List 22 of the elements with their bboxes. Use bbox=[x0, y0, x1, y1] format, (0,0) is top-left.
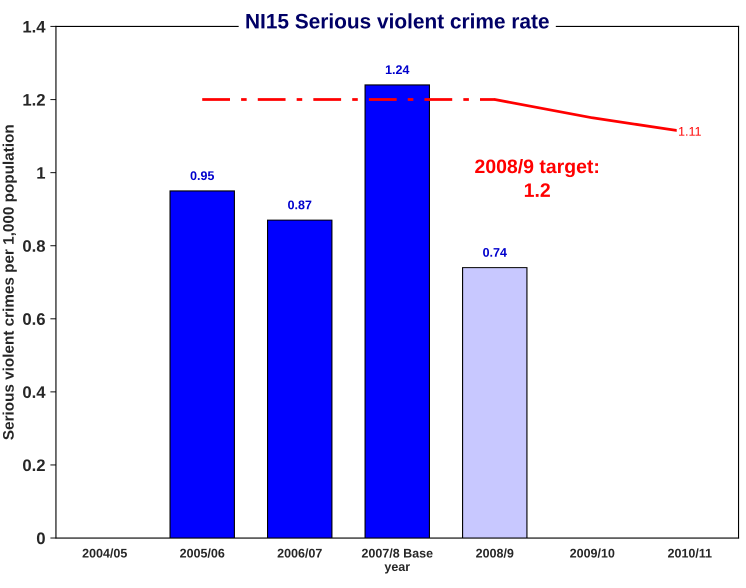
annotation: 2008/9 target: 1.2 bbox=[475, 158, 598, 197]
y-tick-label: 0.8 bbox=[23, 240, 46, 252]
x-tick-label: 2009/10 bbox=[570, 548, 614, 558]
y-tick-label: 0.2 bbox=[23, 459, 45, 472]
y-tick-label: 0.6 bbox=[23, 313, 45, 325]
x-tick-label: 2010/11 bbox=[668, 548, 712, 558]
data-label: 0.87 bbox=[288, 200, 312, 210]
y-axis-title: Serious violent crimes per 1,000 population bbox=[2, 125, 17, 440]
y-tick-label: 1 bbox=[37, 167, 46, 179]
x-tick-label: 2007/8 Base year bbox=[362, 548, 433, 574]
y-tick-label: 0 bbox=[36, 532, 45, 544]
y-tick-label: 0.4 bbox=[23, 386, 46, 398]
x-tick-label: 2005/06 bbox=[180, 548, 224, 558]
y-tick-label: 1.4 bbox=[23, 21, 46, 32]
x-tick-label: 2006/07 bbox=[278, 548, 322, 558]
x-tick-label: 2004/05 bbox=[82, 548, 127, 558]
x-tick-label: 2008/9 bbox=[476, 548, 514, 558]
data-label: 0.95 bbox=[190, 171, 214, 180]
y-tick-label: 1.2 bbox=[23, 94, 45, 106]
data-label: 0.74 bbox=[483, 248, 507, 257]
chart-title: NI15 Serious violent crime rate bbox=[246, 13, 549, 29]
data-label: 1.24 bbox=[386, 65, 410, 74]
